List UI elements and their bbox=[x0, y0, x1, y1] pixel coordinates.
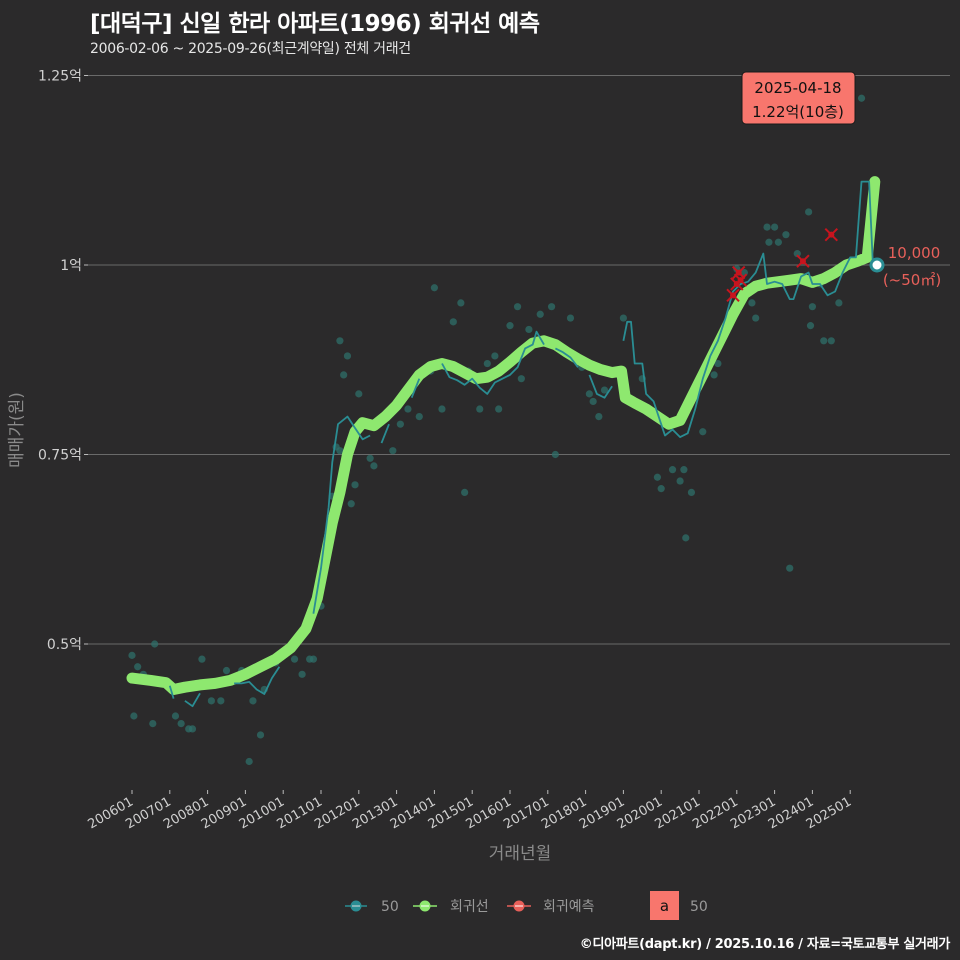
y-tick-label: 0.5억 bbox=[47, 637, 82, 653]
end-label-area: (~50㎡) bbox=[883, 271, 941, 289]
svg-text:회귀선: 회귀선 bbox=[450, 899, 489, 915]
legend-item-text-key: a 50 bbox=[650, 891, 708, 920]
legend-item-regression: 회귀선 bbox=[413, 899, 489, 915]
callout-date: 2025-04-18 bbox=[754, 79, 841, 97]
legend: 50 회귀선 회귀예측 a 50 bbox=[345, 891, 708, 920]
end-label-value: 10,000 bbox=[888, 244, 941, 262]
y-tick-label: 1억 bbox=[60, 258, 82, 274]
svg-text:50: 50 bbox=[690, 899, 708, 915]
legend-item-50: 50 bbox=[345, 899, 399, 915]
callout-box: 2025-04-18 1.22억(10층) bbox=[741, 71, 856, 125]
svg-text:50: 50 bbox=[381, 899, 399, 915]
svg-text:a: a bbox=[660, 897, 669, 915]
chart-title: [대덕구] 신일 한라 아파트(1996) 회귀선 예측 bbox=[90, 11, 540, 37]
legend-item-prediction: 회귀예측 bbox=[507, 899, 595, 915]
x-axis: 2006012007012008012009012010012011012012… bbox=[86, 790, 854, 832]
y-axis: 0.5억 0.75억 1억 1.25억 bbox=[38, 69, 88, 653]
svg-text:회귀예측: 회귀예측 bbox=[543, 899, 595, 915]
y-tick-label: 1.25억 bbox=[38, 69, 82, 85]
footer-credit: ©디아파트(dapt.kr) / 2025.10.16 / 자료=국토교통부 실… bbox=[579, 937, 951, 952]
monthly-line bbox=[168, 180, 874, 708]
transaction-points bbox=[128, 94, 866, 766]
prediction-markers bbox=[726, 227, 839, 303]
end-point-marker bbox=[869, 257, 885, 273]
x-axis-title: 거래년월 bbox=[489, 844, 552, 864]
y-tick-label: 0.75억 bbox=[38, 448, 82, 464]
y-axis-title: 매매가(원) bbox=[7, 392, 27, 468]
chart-subtitle: 2006-02-06 ~ 2025-09-26(최근계약일) 전체 거래건 bbox=[90, 41, 411, 57]
callout-price: 1.22억(10층) bbox=[752, 103, 844, 121]
